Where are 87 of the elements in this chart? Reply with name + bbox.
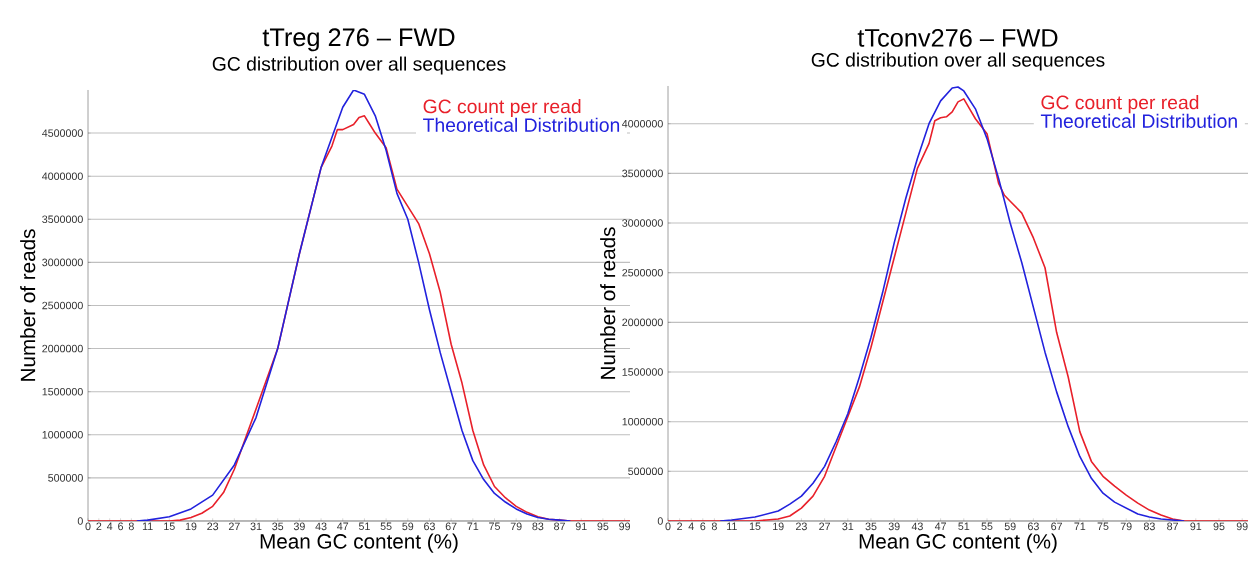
- x-tick-label: 2: [677, 522, 683, 531]
- x-tick-label: 6: [700, 522, 706, 531]
- x-tick-label: 35: [865, 522, 877, 531]
- y-tick-label: 1500000: [42, 387, 83, 396]
- y-tick-label: 3500000: [622, 169, 663, 178]
- x-tick-label: 35: [272, 522, 284, 531]
- x-tick-label: 8: [711, 522, 717, 531]
- x-tick-label: 99: [619, 522, 630, 531]
- x-tick-label: 91: [1190, 522, 1202, 531]
- y-tick-label: 500000: [628, 467, 663, 476]
- x-tick-label: 55: [981, 522, 993, 531]
- y-tick-label: 2000000: [42, 344, 83, 353]
- x-tick-label: 95: [1213, 522, 1225, 531]
- chart-subtitle: GC distribution over all sequences: [811, 52, 1105, 71]
- x-axis-title: Mean GC content (%): [859, 533, 1057, 553]
- x-axis-title: Mean GC content (%): [260, 533, 458, 553]
- y-tick-label: 1000000: [42, 431, 83, 439]
- x-tick-label: 75: [1097, 522, 1109, 531]
- x-tick-label: 15: [164, 522, 175, 531]
- x-tick-label: 59: [402, 522, 414, 531]
- x-tick-label: 47: [934, 522, 946, 530]
- y-tick-label: 3000000: [622, 219, 663, 227]
- x-tick-label: 75: [489, 522, 500, 531]
- x-tick-label: 0: [85, 522, 91, 531]
- x-tick-label: 43: [911, 522, 923, 531]
- x-tick-label: 71: [467, 522, 479, 530]
- y-tick-label: 1500000: [622, 368, 663, 376]
- y-tick-label: 2500000: [622, 268, 663, 277]
- x-tick-label: 0: [665, 522, 671, 531]
- x-tick-label: 79: [1120, 522, 1132, 531]
- chart-title: tTconv276 – FWD: [857, 28, 1058, 47]
- y-tick-label: 3500000: [42, 215, 83, 224]
- x-tick-label: 15: [749, 522, 761, 531]
- y-tick-label: 3000000: [42, 258, 83, 267]
- x-tick-label: 11: [727, 522, 737, 530]
- x-tick-label: 8: [128, 522, 134, 531]
- x-tick-label: 31: [250, 522, 262, 531]
- x-tick-label: 19: [185, 522, 197, 531]
- text: Theoretical Distribution: [1040, 113, 1237, 128]
- x-tick-label: 51: [958, 522, 970, 531]
- x-tick-label: 59: [1004, 522, 1016, 531]
- x-tick-label: 4: [688, 522, 694, 530]
- y-tick-label: 2000000: [622, 318, 663, 327]
- y-axis-title: Number of reads: [600, 227, 616, 379]
- x-tick-label: 87: [1167, 522, 1178, 531]
- x-tick-label: 11: [142, 522, 153, 530]
- y-tick-label: 500000: [48, 474, 83, 482]
- x-tick-label: 19: [773, 522, 784, 531]
- x-tick-label: 79: [510, 522, 522, 531]
- y-tick-label: 4000000: [622, 119, 663, 128]
- x-tick-label: 4: [106, 522, 113, 530]
- y-axis-title: Number of reads: [20, 229, 36, 381]
- text: GC count per read: [1041, 95, 1199, 114]
- chart-subtitle: GC distribution over all sequences: [212, 56, 506, 75]
- x-tick-label: 39: [888, 522, 900, 531]
- y-tick-label: 4000000: [42, 172, 83, 180]
- y-tick-label: 0: [657, 517, 663, 525]
- x-tick-label: 47: [337, 522, 349, 530]
- y-tick-label: 2500000: [42, 301, 83, 310]
- x-tick-label: 23: [207, 522, 219, 531]
- x-tick-label: 91: [575, 522, 587, 531]
- x-tick-label: 43: [315, 522, 327, 531]
- y-tick-label: 1000000: [622, 417, 663, 426]
- x-tick-label: 87: [554, 522, 565, 531]
- x-tick-label: 83: [532, 522, 544, 531]
- y-tick-label: 4500000: [42, 129, 83, 137]
- x-tick-label: 67: [1051, 522, 1062, 531]
- x-tick-label: 39: [293, 522, 305, 531]
- x-tick-label: 6: [118, 522, 124, 531]
- x-tick-label: 2: [96, 522, 102, 531]
- x-tick-label: 63: [1028, 522, 1039, 531]
- x-tick-label: 27: [819, 522, 830, 531]
- x-tick-label: 55: [380, 522, 392, 531]
- text: Theoretical Distribution: [423, 117, 620, 132]
- y-tick-label: 0: [77, 517, 83, 525]
- x-tick-label: 51: [358, 522, 370, 531]
- x-tick-label: 95: [597, 522, 609, 531]
- x-tick-label: 71: [1074, 522, 1086, 530]
- x-tick-label: 99: [1236, 522, 1248, 531]
- x-tick-label: 23: [796, 522, 807, 531]
- x-tick-label: 63: [424, 522, 435, 531]
- x-tick-label: 83: [1143, 522, 1155, 531]
- x-tick-label: 27: [228, 522, 240, 531]
- x-tick-label: 31: [842, 522, 854, 531]
- chart-title: tTreg 276 – FWD: [262, 28, 455, 52]
- x-tick-label: 67: [445, 522, 457, 531]
- text: GC count per read: [423, 99, 581, 118]
